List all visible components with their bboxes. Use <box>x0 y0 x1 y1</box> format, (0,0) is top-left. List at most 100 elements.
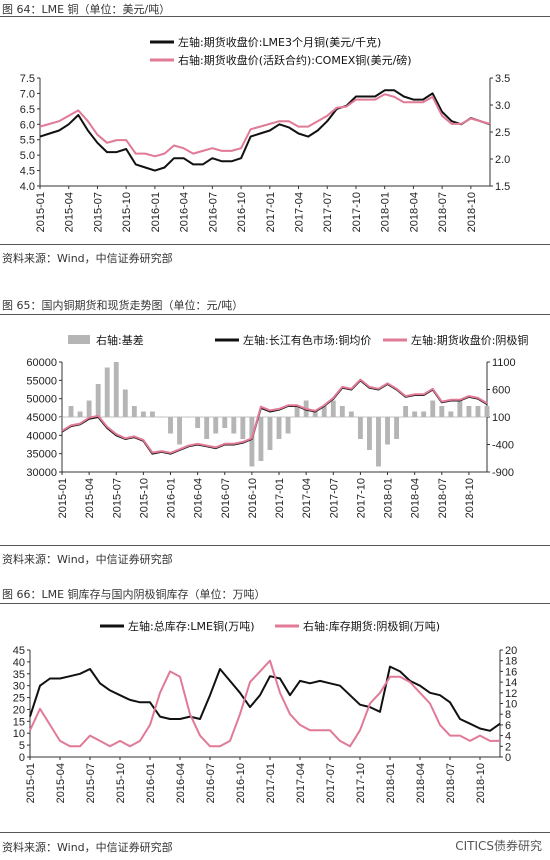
right-tick-label: 2 <box>505 741 511 753</box>
legend-label: 右轴:基差 <box>96 333 144 347</box>
basis-bar <box>285 417 291 434</box>
x-tick-label: 2016-07 <box>205 763 217 803</box>
x-tick-label: 2016-07 <box>220 478 232 518</box>
series-line-1 <box>29 659 500 748</box>
x-tick-label: 2018-01 <box>380 192 392 232</box>
x-tick-label: 2016-07 <box>207 192 219 232</box>
x-tick-label: 2018-04 <box>408 192 420 232</box>
chart-lme-copper: 左轴:期货收盘价:LME3个月铜(美元/千克) 右轴:期货收盘价(活跃合约):CO… <box>0 18 550 242</box>
x-tick-label: 2015-10 <box>115 763 127 803</box>
basis-bar <box>276 417 282 439</box>
basis-bar <box>149 411 155 417</box>
left-tick-label: 15 <box>13 716 25 728</box>
basis-bar <box>312 411 318 417</box>
basis-bar <box>159 417 164 418</box>
series-line-0 <box>29 665 501 732</box>
figure-65-bottom-rule <box>0 545 550 546</box>
basis-bar <box>321 406 327 417</box>
right-tick-label: 3.5 <box>495 73 510 85</box>
left-tick-label: 5.5 <box>20 135 35 147</box>
basis-bar <box>222 417 228 428</box>
basis-bar <box>213 417 219 434</box>
basis-bar <box>439 406 445 417</box>
legend-label: 左轴:期货收盘价:阴极铜 <box>411 333 528 347</box>
figure-65-title: 图 65：国内铜期货和现货走势图（单位：元/吨） <box>2 299 244 312</box>
left-tick-label: 4.0 <box>20 181 35 193</box>
right-tick-label: 20 <box>505 645 517 657</box>
basis-bar <box>195 417 201 428</box>
x-tick-label: 2018-07 <box>437 478 449 518</box>
x-tick-label: 2016-04 <box>193 478 205 518</box>
basis-bar <box>457 400 463 417</box>
x-tick-label: 2018-10 <box>464 478 476 518</box>
left-tick-label: 30 <box>13 681 25 693</box>
basis-bar <box>113 362 119 417</box>
left-tick-label: 5.0 <box>20 150 35 162</box>
right-tick-label: 8 <box>505 709 511 721</box>
basis-bar <box>177 417 182 445</box>
basis-bar <box>95 384 101 417</box>
x-tick-label: 2015-07 <box>92 192 104 232</box>
legend-item-0-1: 右轴:期货收盘价(活跃合约):COMEX铜(美元/磅) <box>150 53 412 67</box>
figure-65-top-rule <box>0 314 550 315</box>
basis-bar <box>122 389 128 417</box>
right-tick-label: 4 <box>505 731 511 743</box>
left-tick-label: 60000 <box>26 357 57 369</box>
basis-bar <box>68 406 74 417</box>
basis-bar <box>86 400 92 417</box>
right-tick-label: 2.5 <box>495 127 510 139</box>
x-tick-label: 2018-01 <box>383 478 395 518</box>
x-tick-label: 2017-01 <box>265 763 277 803</box>
basis-bar <box>466 406 472 417</box>
legend-item-1-0: 右轴:基差 <box>68 333 144 347</box>
basis-bar <box>131 406 137 417</box>
x-tick-label: 2018-07 <box>437 192 449 232</box>
legend-label: 左轴:长江有色市场:铜均价 <box>243 333 371 347</box>
figure-64-bottom-rule <box>0 244 550 245</box>
figure-66-bottom-rule <box>0 832 550 833</box>
left-tick-label: 40 <box>13 657 25 669</box>
x-tick-label: 2017-01 <box>265 192 277 232</box>
right-tick-label: 14 <box>505 677 517 689</box>
x-tick-label: 2018-10 <box>475 763 487 803</box>
x-tick-label: 2017-07 <box>322 192 334 232</box>
x-tick-label: 2018-07 <box>445 763 457 803</box>
legend-label: 右轴:期货收盘价(活跃合约):COMEX铜(美元/磅) <box>178 53 412 67</box>
left-tick-label: 45 <box>13 645 25 657</box>
basis-bar <box>240 417 246 439</box>
left-tick-label: 7.5 <box>20 73 35 85</box>
basis-bar <box>330 400 336 417</box>
x-tick-label: 2015-10 <box>121 192 133 232</box>
basis-bar <box>258 417 264 461</box>
legend-label: 右轴:库存期货:阴极铜(万吨) <box>303 619 440 633</box>
x-tick-label: 2015-04 <box>84 478 96 518</box>
x-tick-label: 2015-01 <box>57 478 69 518</box>
figure-66-source: 资料来源：Wind，中信证券研究部 <box>2 841 173 854</box>
basis-bar <box>403 406 409 417</box>
x-tick-label: 2016-04 <box>175 763 187 803</box>
x-tick-label: 2018-04 <box>410 478 422 518</box>
right-tick-label: 16 <box>505 666 517 678</box>
left-tick-label: 6.5 <box>20 104 35 116</box>
left-tick-label: 0 <box>19 752 25 764</box>
basis-bar <box>475 406 481 417</box>
legend-item-0-0: 左轴:期货收盘价:LME3个月铜(美元/千克) <box>150 35 381 49</box>
legend-item-2-0: 左轴:总库存:LME铜(万吨) <box>100 619 255 633</box>
x-tick-label: 2017-04 <box>294 192 306 232</box>
basis-bar <box>448 411 454 417</box>
chart-2-svg: 左轴:总库存:LME铜(万吨) 右轴:库存期货:阴极铜(万吨)0510152025… <box>13 619 518 803</box>
legend-label: 左轴:期货收盘价:LME3个月铜(美元/千克) <box>178 35 381 49</box>
right-tick-label: 1.5 <box>495 181 510 193</box>
chart-1-svg: 右轴:基差 左轴:长江有色市场:铜均价 左轴:期货收盘价:阴极铜 30000 35000… <box>26 333 528 518</box>
x-tick-label: 2016-10 <box>235 763 247 803</box>
basis-bar <box>77 411 83 417</box>
x-tick-label: 2015-01 <box>35 192 47 232</box>
right-tick-label: -400 <box>492 440 514 452</box>
x-tick-label: 2016-01 <box>166 478 178 518</box>
figure-66-top-rule <box>0 603 550 604</box>
basis-bar <box>394 417 400 439</box>
left-tick-label: 40000 <box>26 430 57 442</box>
basis-bar <box>339 406 345 417</box>
basis-bar <box>376 417 381 467</box>
right-tick-label: 10 <box>505 699 517 711</box>
